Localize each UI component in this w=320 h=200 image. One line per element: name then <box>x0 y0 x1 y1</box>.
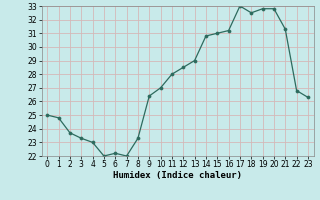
X-axis label: Humidex (Indice chaleur): Humidex (Indice chaleur) <box>113 171 242 180</box>
